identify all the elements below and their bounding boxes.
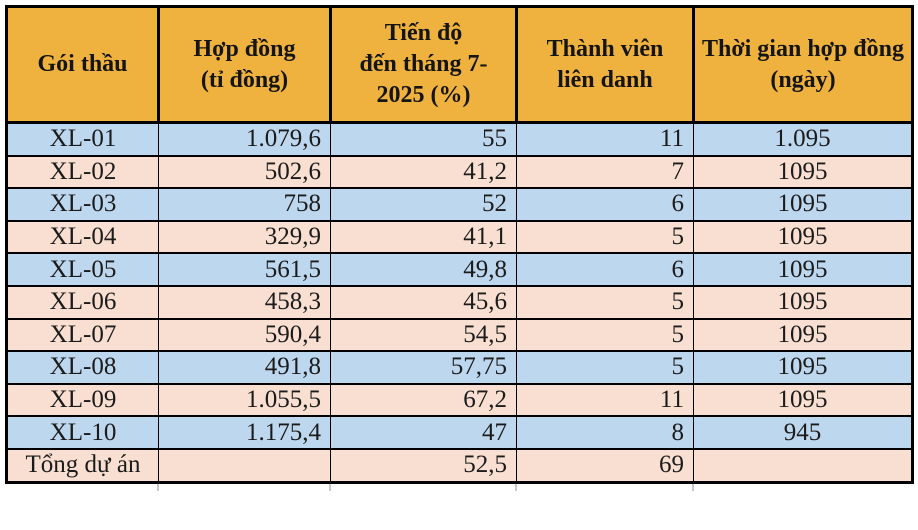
table-row: XL-03 758 52 6 1095 <box>6 187 913 222</box>
table-cell <box>693 447 913 484</box>
table-cell: 1.095 <box>693 121 913 157</box>
table-cell: 5 <box>516 284 694 320</box>
table-cell: XL-06 <box>6 284 159 320</box>
table-cell: Tổng dự án <box>6 447 159 484</box>
table-cell: 1095 <box>693 219 913 255</box>
table-row: XL-02 502,6 41,2 7 1095 <box>6 154 913 190</box>
gridline-tick <box>329 483 331 491</box>
table-cell: 590,4 <box>158 317 331 353</box>
table-cell: 55 <box>330 121 517 157</box>
gridline-tick <box>157 483 159 491</box>
table-cell: 6 <box>516 252 694 287</box>
table-cell: XL-09 <box>6 382 159 418</box>
table-cell: 45,6 <box>330 284 517 320</box>
table-row: XL-08 491,8 57,75 5 1095 <box>6 350 913 385</box>
column-header: Thành viên liên danh <box>515 5 695 124</box>
table-cell: 329,9 <box>158 219 331 255</box>
table-cell: 8 <box>516 415 694 450</box>
table-cell: 52,5 <box>330 447 517 484</box>
table-cell: 52 <box>330 187 517 222</box>
gridline-tick <box>692 483 694 491</box>
table-row: XL-05 561,5 49,8 6 1095 <box>6 252 913 287</box>
table-cell: 561,5 <box>158 252 331 287</box>
table-cell: 11 <box>516 121 694 157</box>
table-row: XL-04 329,9 41,1 5 1095 <box>6 219 913 255</box>
table-cell: 1095 <box>693 350 913 385</box>
table-cell: 502,6 <box>158 154 331 190</box>
table-cell: 1095 <box>693 154 913 190</box>
table-cell: 41,1 <box>330 219 517 255</box>
table-cell: XL-05 <box>6 252 159 287</box>
table-row: XL-06 458,3 45,6 5 1095 <box>6 284 913 320</box>
table-cell: 5 <box>516 317 694 353</box>
table-cell: 1.175,4 <box>158 415 331 450</box>
table-cell: 7 <box>516 154 694 190</box>
table-cell: 41,2 <box>330 154 517 190</box>
table-cell: 6 <box>516 187 694 222</box>
column-header: Hợp đồng (tỉ đồng) <box>157 5 332 124</box>
table-cell: 491,8 <box>158 350 331 385</box>
table-row: XL-09 1.055,5 67,2 11 1095 <box>6 382 913 418</box>
table-row: XL-07 590,4 54,5 5 1095 <box>6 317 913 353</box>
table-cell: 1095 <box>693 187 913 222</box>
table-row: XL-01 1.079,6 55 11 1.095 <box>6 121 913 157</box>
table-cell: 49,8 <box>330 252 517 287</box>
table-cell: 1095 <box>693 382 913 418</box>
table-cell: XL-03 <box>6 187 159 222</box>
table-body: XL-01 1.079,6 55 11 1.095 XL-02 502,6 41,2 7 1095… <box>6 121 913 484</box>
table-cell: XL-01 <box>6 121 159 157</box>
table-cell: 1095 <box>693 252 913 287</box>
table-cell: XL-02 <box>6 154 159 190</box>
table-cell <box>158 447 331 484</box>
table-cell: XL-04 <box>6 219 159 255</box>
table-row: XL-10 1.175,4 47 8 945 <box>6 415 913 450</box>
table-cell: 945 <box>693 415 913 450</box>
table-cell: 11 <box>516 382 694 418</box>
column-header: Thời gian hợp đồng (ngày) <box>692 5 914 124</box>
table-cell: 69 <box>516 447 694 484</box>
table-cell: 54,5 <box>330 317 517 353</box>
table-cell: 758 <box>158 187 331 222</box>
bid-packages-table: Gói thầu Hợp đồng (tỉ đồng) Tiến độ đến th… <box>5 5 914 484</box>
table-cell: 67,2 <box>330 382 517 418</box>
table-cell: 1.055,5 <box>158 382 331 418</box>
table-cell: XL-08 <box>6 350 159 385</box>
gridline-tick <box>515 483 517 491</box>
column-header: Gói thầu <box>5 5 160 124</box>
table-row: Tổng dự án 52,5 69 <box>6 447 913 484</box>
gridline-ticks <box>5 483 911 494</box>
table-cell: 458,3 <box>158 284 331 320</box>
table-cell: 1095 <box>693 284 913 320</box>
table-cell: 1.079,6 <box>158 121 331 157</box>
page: Gói thầu Hợp đồng (tỉ đồng) Tiến độ đến th… <box>5 5 914 494</box>
table-cell: 5 <box>516 350 694 385</box>
table-cell: 5 <box>516 219 694 255</box>
table-cell: 47 <box>330 415 517 450</box>
table-cell: XL-10 <box>6 415 159 450</box>
table-cell: 1095 <box>693 317 913 353</box>
table-cell: XL-07 <box>6 317 159 353</box>
table-cell: 57,75 <box>330 350 517 385</box>
header-row: Gói thầu Hợp đồng (tỉ đồng) Tiến độ đến th… <box>5 5 914 124</box>
column-header: Tiến độ đến tháng 7- 2025 (%) <box>329 5 518 124</box>
